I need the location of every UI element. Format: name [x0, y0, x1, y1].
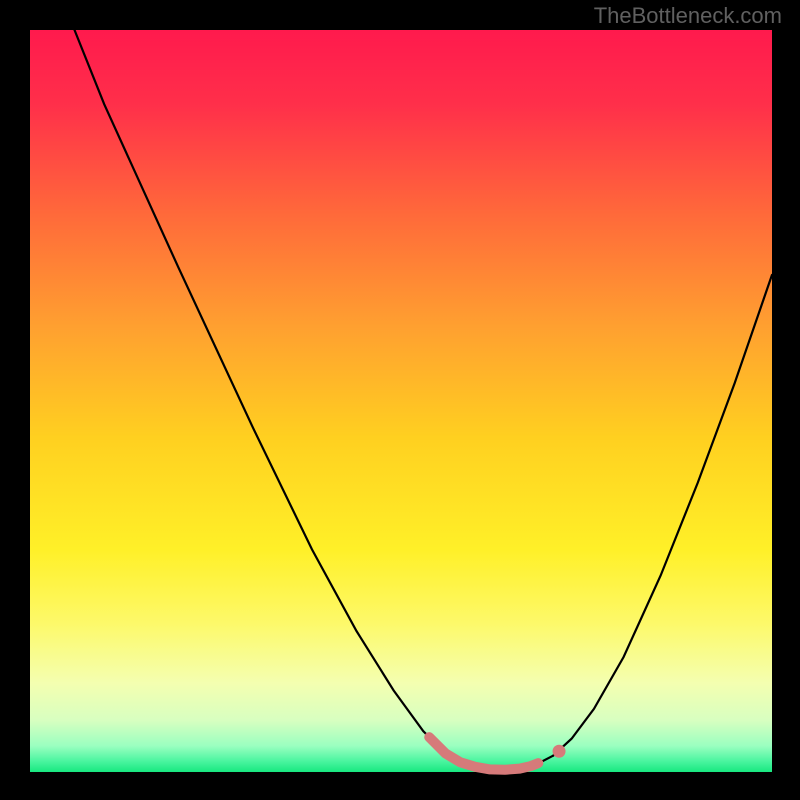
bottleneck-marker	[553, 745, 566, 758]
bottleneck-curve-left	[75, 30, 554, 770]
watermark-text: TheBottleneck.com	[594, 3, 782, 29]
bottleneck-curve-right	[553, 275, 772, 756]
bottleneck-highlight-segment	[429, 737, 538, 770]
plot-area	[30, 30, 772, 772]
plot-svg	[30, 30, 772, 772]
